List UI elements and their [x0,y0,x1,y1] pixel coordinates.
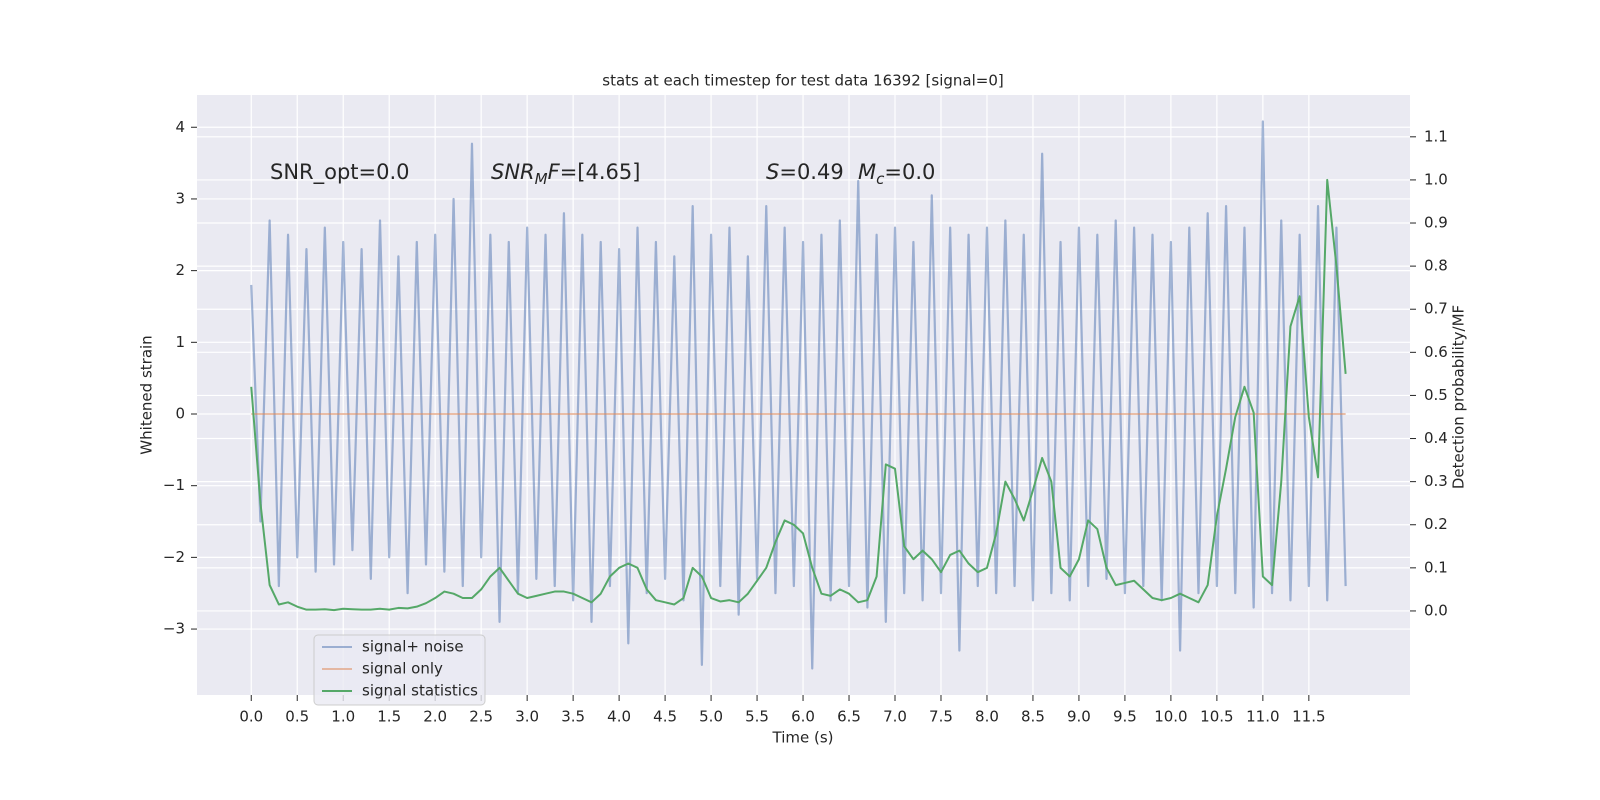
x-tick-label: 4.5 [653,708,677,726]
annotation-part: =[4.65] [560,160,641,184]
y2-tick-label: 1.1 [1424,127,1448,145]
y2-tick-label: 0.8 [1424,257,1448,275]
annotation-part: =0.0 [884,160,935,184]
x-tick-label: 11.5 [1292,708,1325,726]
y2-tick-label: 0.2 [1424,515,1448,533]
x-tick-label: 9.0 [1067,708,1091,726]
annotation: SNRMF=[4.65] [491,160,640,188]
legend-label: signal only [362,660,443,678]
x-tick-label: 5.5 [745,708,769,726]
x-tick-label: 7.0 [883,708,907,726]
x-tick-label: 10.0 [1154,708,1187,726]
legend-label: signal+ noise [362,638,464,656]
legend-box [313,634,486,706]
annotation-part: SNR_opt=0.0 [270,160,410,185]
x-tick-label: 3.0 [515,708,539,726]
x-tick-label: 11.0 [1246,708,1279,726]
y2-tick-label: 0.1 [1424,558,1448,576]
y2-tick-label: 0.7 [1424,300,1448,318]
x-tick-label: 6.0 [791,708,815,726]
labels: 0.0 0.5 1.0 1.5 2.0 2.5 3.0 3.5 4.0 4.5 5.0 5.5 6.0 6… [163,118,1448,726]
annotation: S=0.49 [766,160,844,184]
annotation: SNR_opt=0.0 [270,160,410,185]
y-tick-label: 3 [175,189,185,207]
x-tick-label: 10.5 [1200,708,1233,726]
annotation-part: F [548,160,561,184]
y2-tick-label: 0.4 [1424,429,1448,447]
x-tick-label: 0.0 [239,708,263,726]
annotation: Mc=0.0 [858,160,935,188]
y-axis-label: Whitened strain [138,335,156,454]
y-tick-label: −2 [163,548,185,566]
marks [250,120,1347,670]
x-tick-label: 8.5 [1021,708,1045,726]
annotation-part: SNR [491,160,535,184]
annotation-part: c [876,170,885,188]
annotation-part: M [858,160,876,184]
y-tick-label: −1 [163,476,185,494]
annotation-part: S [766,160,779,184]
x-tick-label: 5.0 [699,708,723,726]
x-tick-label: 2.5 [469,708,493,726]
x-tick-label: 4.0 [607,708,631,726]
y-tick-label: 1 [175,333,185,351]
y-tick-label: 2 [175,261,185,279]
y2-tick-label: 0.6 [1424,343,1448,361]
y2-tick-label: 1.0 [1424,170,1448,188]
y-tick-label: 4 [175,118,185,136]
x-tick-label: 3.5 [561,708,585,726]
x-tick-label: 2.0 [423,708,447,726]
x-tick-label: 1.5 [377,708,401,726]
y2-tick-label: 0.3 [1424,472,1448,490]
chart-title: stats at each timestep for test data 163… [602,72,1003,90]
y-tick-label: −3 [163,620,185,638]
x-tick-label: 1.0 [331,708,355,726]
legend-label: signal statistics [362,682,478,700]
y2-tick-label: 0.9 [1424,214,1448,232]
y2-tick-label: 0.0 [1424,601,1448,619]
y2-tick-label: 0.5 [1424,386,1448,404]
x-tick-label: 8.0 [975,708,999,726]
y-tick-label: 0 [175,404,185,422]
annotation-part: M [535,170,548,188]
legend: signal+ noise signal only signal statistic… [313,634,486,706]
x-tick-label: 6.5 [837,708,861,726]
x-tick-label: 0.5 [285,708,309,726]
x-tick-label: 7.5 [929,708,953,726]
x-axis-label: Time (s) [772,729,834,747]
y2-axis-label: Detection probability/MF [1450,305,1468,489]
series-line [250,178,1347,612]
annotation-part: =0.49 [779,160,843,184]
x-tick-label: 9.5 [1113,708,1137,726]
